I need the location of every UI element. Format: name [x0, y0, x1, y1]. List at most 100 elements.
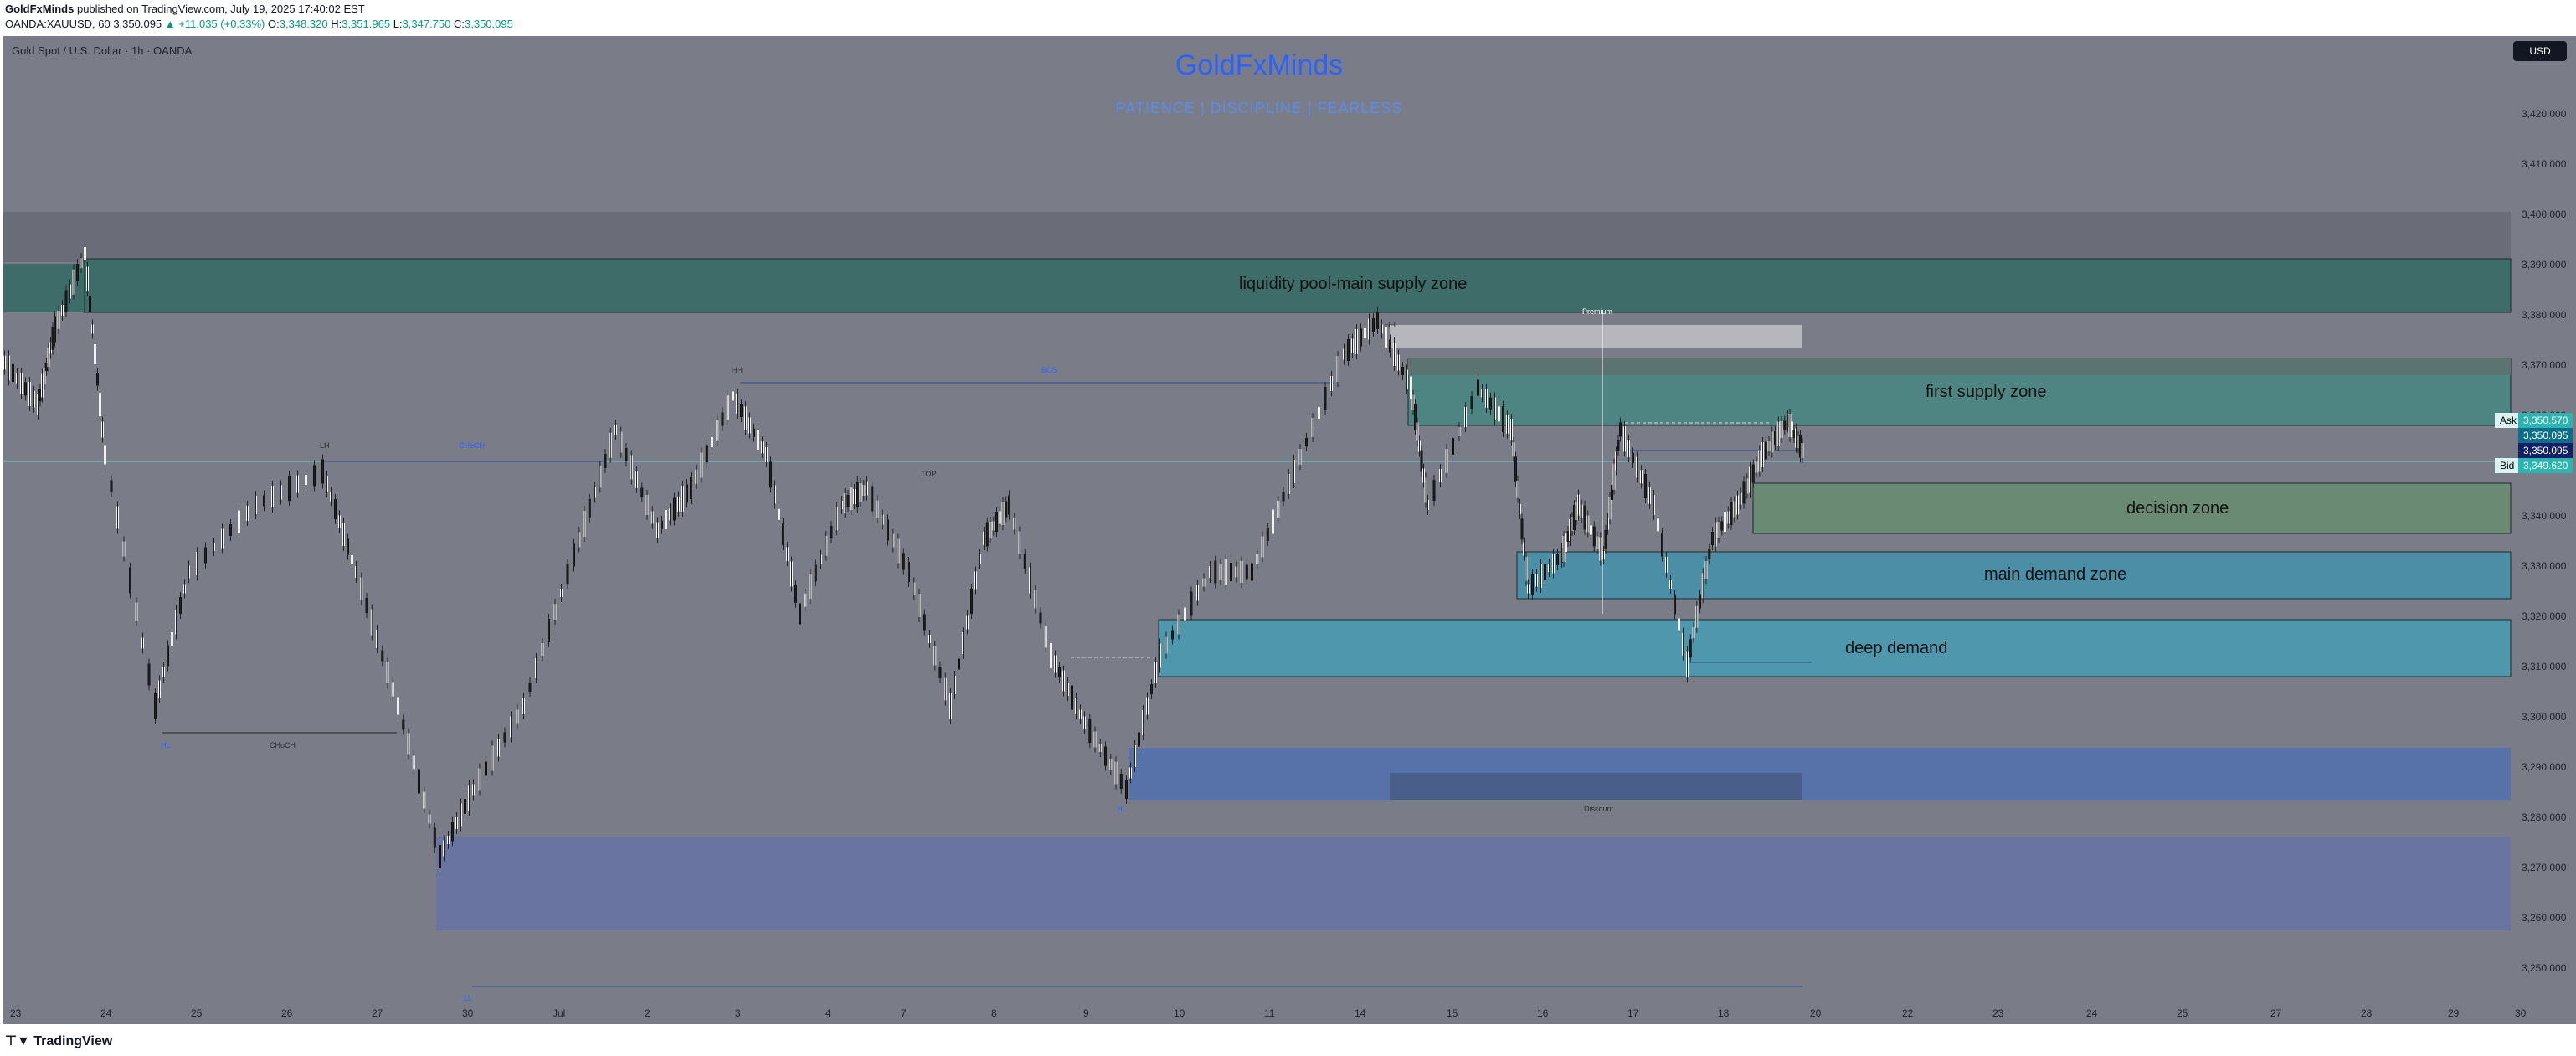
brand-motto: PATIENCE | DISCIPLINE | FEARLESS [1115, 100, 1403, 116]
close-value: 3,350.095 [465, 18, 513, 30]
time-scale-label: 2 [645, 1007, 650, 1019]
time-scale-label: 27 [2270, 1007, 2282, 1019]
time-scale-label: Jul [553, 1007, 566, 1019]
time-scale-label: 8 [991, 1007, 997, 1019]
symbol-description[interactable]: Gold Spot / U.S. Dollar · 1h · OANDA [12, 44, 193, 57]
time-scale-label: 16 [1537, 1007, 1549, 1019]
price-scale-label: 3,310.000 [2522, 661, 2567, 672]
time-scale-label: 26 [281, 1007, 293, 1019]
price-scale-label: 3,390.000 [2522, 259, 2567, 270]
top-label: TOP [921, 470, 937, 478]
last-price: 3,350.095 [113, 18, 162, 30]
liquidity-zone [83, 258, 2512, 313]
open-label: O: [268, 18, 280, 30]
price-scale-label: 3,340.000 [2522, 510, 2567, 522]
price-scale-label: 3,260.000 [2522, 912, 2567, 924]
ask-tag-label: Ask [2495, 413, 2522, 428]
premium-zone-gray [1390, 325, 1802, 348]
chart-canvas[interactable] [3, 36, 2576, 1024]
lh-label: LH [320, 441, 330, 450]
time-scale-label: 30 [462, 1007, 474, 1019]
symbol-interval: OANDA:XAUUSD, 60 [5, 18, 111, 30]
time-scale-label: 7 [901, 1007, 907, 1019]
time-scale-label: 28 [2361, 1007, 2373, 1019]
choch-label-2: CHoCH [270, 741, 296, 750]
currency-button[interactable]: USD [2513, 41, 2567, 61]
price-scale-label: 3,300.000 [2522, 711, 2567, 723]
time-scale-label: 22 [1902, 1007, 1914, 1019]
ll-label: LL [464, 994, 473, 1002]
blue-zone-upper [1129, 748, 2511, 800]
low-value: 3,347.750 [402, 18, 451, 30]
time-scale-label: 30 [2515, 1007, 2527, 1019]
price-scale-label: 3,320.000 [2522, 610, 2567, 622]
time-scale-label: 11 [1264, 1007, 1275, 1019]
footer-bar: ⊤▼ TradingView [0, 1024, 2576, 1056]
decision-zone [1752, 482, 2512, 534]
first-supply-zone-label: first supply zone [1926, 383, 2047, 401]
time-scale-label: 29 [2448, 1007, 2460, 1019]
last-price-tag: 3,350.095 [2518, 428, 2573, 443]
bid-tag-value: 3,349.620 [2518, 458, 2573, 473]
publish-header: GoldFxMinds published on TradingView.com… [0, 0, 2576, 35]
tradingview-logo[interactable]: ⊤▼ TradingView [5, 1033, 112, 1049]
time-scale-label: 24 [100, 1007, 112, 1019]
low-label: L: [393, 18, 403, 30]
time-scale-label: 9 [1083, 1007, 1089, 1019]
time-scale-label: 23 [1992, 1007, 2004, 1019]
ohlc-line: OANDA:XAUUSD, 60 3,350.095 ▲ +11.035 (+0… [5, 18, 513, 30]
time-scale-label: 24 [2086, 1007, 2098, 1019]
time-scale-label: 25 [191, 1007, 203, 1019]
price-scale-label: 3,280.000 [2522, 811, 2567, 823]
time-scale-label: 20 [1810, 1007, 1822, 1019]
publisher-name[interactable]: GoldFxMinds [5, 3, 75, 15]
bos-label: BOS [1041, 366, 1058, 374]
liquidity-zone-label: liquidity pool-main supply zone [1239, 275, 1468, 293]
high-value: 3,351.965 [342, 18, 391, 30]
time-scale-label: 10 [1174, 1007, 1185, 1019]
chart-pane[interactable]: Gold Spot / U.S. Dollar · 1h · OANDA USD… [3, 36, 2576, 1024]
tv-logo-text: TradingView [33, 1034, 113, 1048]
time-scale-label: 4 [825, 1007, 831, 1019]
price-change: ▲ +11.035 (+0.33%) [164, 18, 265, 30]
last-price-tag-2: 3,350.095 [2518, 443, 2573, 458]
liquidity-zone-left [3, 264, 84, 312]
price-scale-label: 3,370.000 [2522, 359, 2567, 371]
time-scale-label: 18 [1718, 1007, 1730, 1019]
bid-tag-label: Bid [2495, 458, 2520, 473]
hh-label-1: HH [732, 366, 743, 374]
open-value: 3,348.320 [279, 18, 328, 30]
discount-label: Discount [1584, 805, 1614, 813]
price-candles [3, 242, 1804, 873]
hh-label-2: HH [1385, 321, 1396, 329]
blue-zone-lower [436, 837, 2511, 930]
brand-title: GoldFxMinds [1175, 49, 1344, 81]
price-scale-label: 3,380.000 [2522, 309, 2567, 321]
publish-line: GoldFxMinds published on TradingView.com… [5, 3, 365, 15]
tv-logo-icon: ⊤▼ [5, 1034, 30, 1048]
close-label: C: [454, 18, 465, 30]
price-scale-label: 3,410.000 [2522, 158, 2567, 170]
time-scale-label: 23 [10, 1007, 22, 1019]
time-scale-label: 17 [1627, 1007, 1639, 1019]
discount-box [1390, 773, 1802, 800]
price-scale-label: 3,420.000 [2522, 108, 2567, 120]
time-scale-label: 25 [2177, 1007, 2188, 1019]
deep-demand-zone-label: deep demand [1845, 639, 1948, 657]
first-supply-zone-band [1408, 358, 2511, 375]
liquidity-zone-top-band [3, 212, 2511, 262]
deep-demand-zone [1158, 619, 2512, 677]
published-text: published on TradingView.com, July 19, 2… [76, 3, 365, 15]
price-scale-label: 3,290.000 [2522, 761, 2567, 773]
hl-label-1: HL [161, 741, 171, 750]
high-label: H: [331, 18, 342, 30]
price-scale-label: 3,400.000 [2522, 209, 2567, 220]
main-demand-zone [1516, 551, 2512, 600]
time-scale-label: 3 [735, 1007, 741, 1019]
main-demand-zone-label: main demand zone [1984, 565, 2127, 584]
choch-label-1: CHoCH [459, 441, 486, 450]
hl-label-2: HL [1117, 805, 1127, 813]
time-scale-label: 27 [372, 1007, 383, 1019]
decision-zone-label: decision zone [2126, 499, 2229, 518]
ask-tag-value: 3,350.570 [2518, 413, 2573, 428]
